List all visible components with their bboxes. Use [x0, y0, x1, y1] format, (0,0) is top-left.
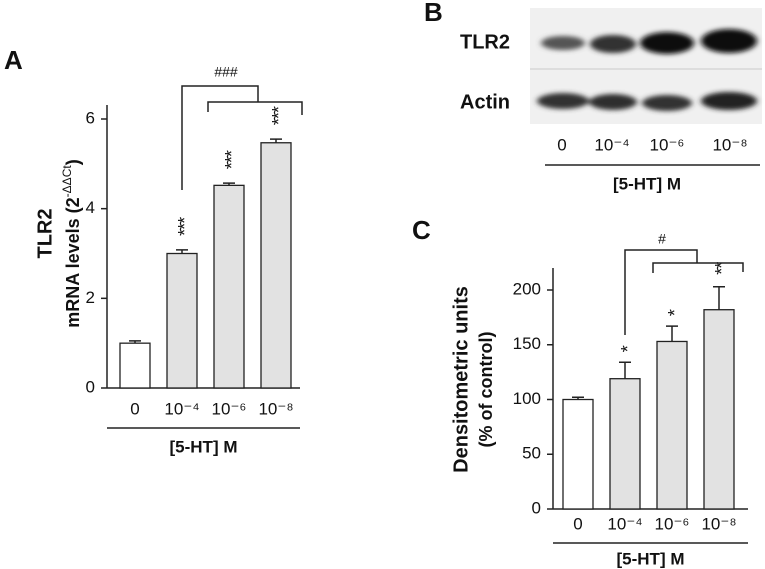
bar [213, 184, 245, 389]
error-bar [176, 249, 188, 254]
y-axis-label-part: ) [63, 159, 83, 165]
panel-letter: B [424, 0, 443, 27]
blot-lane-label: 10⁻⁴ [594, 135, 629, 154]
bracket-label: ### [214, 64, 238, 80]
error-bar [572, 396, 584, 400]
blot-lane-label: 10⁻⁸ [712, 135, 747, 154]
y-axis-label: TLR2 [34, 209, 56, 259]
significance-bracket [181, 85, 303, 190]
bar [166, 252, 198, 389]
significance-label: *** [175, 217, 195, 236]
bar [562, 398, 594, 510]
y-axis-label-sup: -ΔΔCt [60, 165, 74, 198]
significance-bracket [624, 249, 744, 335]
error-bar [619, 361, 631, 379]
bar [656, 340, 688, 510]
significance-label: *** [222, 150, 242, 169]
x-tick-label: 0 [573, 514, 582, 533]
bar [609, 378, 641, 510]
significance-label: ** [712, 262, 732, 275]
y-axis-label-part: (% of control) [476, 332, 496, 448]
x-axis-label: [5-HT] M [617, 549, 685, 568]
blot-divider [530, 68, 762, 70]
x-tick-label: 10⁻⁴ [607, 514, 642, 533]
x-axis-label: [5-HT] M [170, 437, 238, 456]
blot-lane-label: 0 [557, 135, 566, 154]
panel-letter: A [4, 45, 23, 75]
y-axis-label-part: mRNA levels (2 [63, 197, 83, 327]
y-tick-label: 200 [513, 279, 541, 298]
error-bar [223, 182, 235, 186]
blot-x-label: [5-HT] M [613, 174, 681, 193]
x-tick-label: 10⁻⁶ [212, 399, 247, 418]
error-bar [270, 138, 282, 143]
significance-label: * [618, 345, 638, 352]
bar [703, 309, 735, 510]
y-axis-label: mRNA levels (2-ΔΔCt) [60, 159, 83, 327]
blot-row-label: Actin [460, 91, 510, 113]
bar [119, 342, 151, 389]
y-tick-label: 4 [86, 198, 95, 217]
x-tick-label: 10⁻⁸ [701, 514, 736, 533]
error-bar [666, 325, 678, 342]
blot-lane-label: 10⁻⁶ [650, 135, 685, 154]
blot-bands [537, 29, 757, 111]
y-tick-label: 0 [532, 498, 541, 517]
x-tick-label: 10⁻⁸ [258, 399, 293, 418]
y-tick-label: 2 [86, 288, 95, 307]
y-axis-label: Densitometric units [450, 286, 472, 473]
x-tick-label: 10⁻⁴ [164, 399, 199, 418]
error-bar [129, 340, 141, 344]
blot-row-label: TLR2 [460, 31, 510, 53]
y-tick-label: 0 [86, 377, 95, 396]
y-tick-label: 6 [86, 108, 95, 127]
error-bar [713, 285, 725, 310]
panel-letter: C [412, 215, 431, 245]
x-tick-label: 10⁻⁶ [655, 514, 690, 533]
y-axis-label: (% of control) [476, 332, 496, 448]
bracket-label: # [658, 231, 666, 247]
y-tick-label: 100 [513, 389, 541, 408]
x-tick-label: 0 [130, 399, 139, 418]
bar [260, 142, 292, 389]
significance-label: * [665, 309, 685, 316]
y-tick-label: 50 [522, 444, 541, 463]
y-tick-label: 150 [513, 334, 541, 353]
significance-label: *** [269, 106, 289, 125]
